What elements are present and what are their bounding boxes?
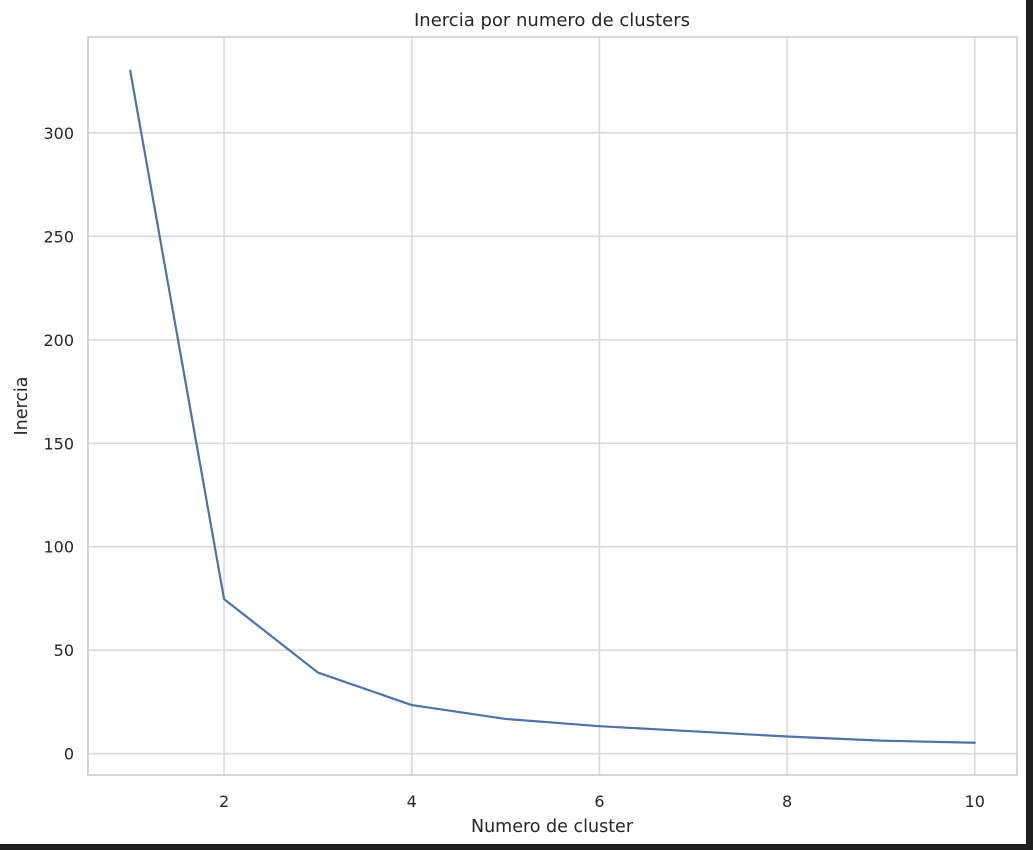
plot-background <box>88 37 1017 775</box>
y-tick-label: 100 <box>43 538 74 557</box>
chart-title: Inercia por numero de clusters <box>414 10 690 31</box>
y-tick-label: 150 <box>43 434 74 453</box>
x-tick-label: 8 <box>782 792 792 811</box>
x-tick-label: 10 <box>965 792 985 811</box>
x-tick-labels: 2 4 6 8 10 <box>219 792 985 811</box>
y-tick-labels: 0 50 100 150 200 250 300 <box>43 124 74 764</box>
series-layer <box>129 69 976 744</box>
x-tick-label: 2 <box>219 792 229 811</box>
x-tick-label: 4 <box>407 792 417 811</box>
y-tick-label: 300 <box>43 124 74 143</box>
plot-frame <box>87 36 1018 776</box>
y-axis-label: Inercia <box>12 376 32 435</box>
series-line <box>129 69 976 744</box>
y-tick-label: 0 <box>64 745 74 764</box>
x-tick-label: 6 <box>594 792 604 811</box>
grid-lines <box>88 37 1017 775</box>
x-axis-label: Numero de cluster <box>471 817 634 837</box>
y-tick-label: 250 <box>43 227 74 246</box>
y-tick-label: 200 <box>43 331 74 350</box>
y-tick-label: 50 <box>54 641 74 660</box>
